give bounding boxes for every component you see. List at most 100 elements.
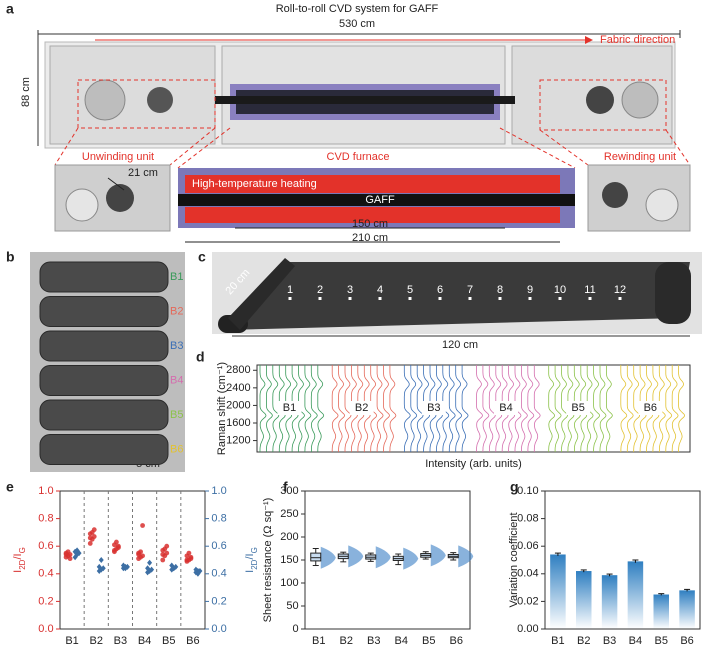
- axis-title-part: G: [250, 547, 259, 553]
- label-backdrop: [349, 401, 374, 415]
- label-backdrop: [638, 401, 663, 415]
- roll: [39, 399, 169, 431]
- axis-title: I2D/IG: [244, 547, 259, 573]
- position-label: 6: [437, 284, 443, 296]
- tick-label: 150: [280, 554, 298, 566]
- panel-a: a Roll-to-roll CVD system for GAFF 530 c…: [6, 1, 691, 244]
- position-label: 4: [377, 284, 383, 296]
- position-label: 8: [497, 284, 503, 296]
- bar: [601, 575, 618, 629]
- axis-title-part: 2D: [250, 559, 259, 569]
- spectrum: [344, 365, 352, 452]
- bar: [679, 590, 695, 629]
- position-marker: [348, 297, 352, 300]
- group-label: B4: [499, 402, 512, 414]
- distribution: [430, 544, 446, 567]
- position-label: 9: [527, 284, 533, 296]
- tick-label: 0.08: [517, 513, 538, 525]
- label-backdrop: [493, 401, 518, 415]
- point: [112, 547, 117, 553]
- tick-label: 0.06: [517, 540, 538, 552]
- axis-title: I2D/IG: [12, 547, 27, 573]
- highlight-box: [539, 79, 667, 131]
- zone-label: 210 cm: [352, 232, 388, 244]
- x-tick-label: B6: [186, 635, 199, 647]
- x-tick-label: B6: [680, 635, 693, 647]
- roller: [65, 188, 99, 222]
- position-marker: [438, 297, 442, 300]
- point: [91, 534, 97, 539]
- spectrum: [633, 365, 641, 452]
- tick-label: 0.6: [211, 540, 226, 552]
- point: [87, 541, 93, 546]
- point: [91, 527, 97, 533]
- x-tick-label: B4: [138, 635, 151, 647]
- heating-label: High-temperature heating: [192, 178, 317, 190]
- position-marker: [468, 297, 472, 300]
- group-label: B2: [355, 402, 368, 414]
- point: [140, 523, 145, 528]
- roll-label: B3: [170, 340, 183, 352]
- tick-label: 0.00: [517, 623, 538, 635]
- spectrum: [259, 365, 267, 452]
- bar: [627, 561, 644, 629]
- fabric-label: GAFF: [365, 194, 395, 206]
- spectrum: [548, 365, 556, 452]
- panel-label: c: [198, 249, 206, 265]
- position-label: 7: [467, 284, 473, 296]
- tick-label: 250: [280, 508, 298, 520]
- point: [195, 570, 201, 577]
- panel-label: a: [6, 1, 14, 17]
- tick-label: 0.4: [211, 568, 226, 580]
- plot-frame: [256, 364, 691, 453]
- x-tick-label: B2: [577, 635, 590, 647]
- group-label: B6: [644, 402, 657, 414]
- axis-title: Raman shift (cm⁻¹): [216, 362, 228, 455]
- point: [87, 535, 93, 541]
- roller: [106, 184, 134, 212]
- spectrum: [376, 365, 384, 452]
- tick-label: 0.10: [517, 485, 538, 497]
- spectrum: [448, 365, 456, 452]
- tick-label: 0.02: [517, 595, 538, 607]
- position-label: 1: [287, 284, 293, 296]
- point: [96, 563, 102, 570]
- fabric-sheet: [225, 262, 690, 330]
- point: [147, 559, 153, 566]
- tick-label: 0.2: [38, 595, 53, 607]
- spectrum: [561, 365, 568, 452]
- panel-title: Roll-to-roll CVD system for GAFF: [276, 3, 439, 15]
- point: [122, 565, 128, 572]
- roll: [39, 261, 169, 293]
- roller: [621, 81, 659, 119]
- spectrum: [266, 365, 273, 452]
- position-label: 10: [554, 284, 566, 296]
- position-label: 2: [317, 284, 323, 296]
- group-label: B1: [283, 402, 296, 414]
- spectrum: [338, 365, 346, 452]
- roller: [147, 87, 173, 113]
- bar: [653, 594, 669, 629]
- roller: [84, 79, 126, 121]
- spectrum: [416, 365, 424, 452]
- x-tick-label: B4: [629, 635, 642, 647]
- tick-label: 1200: [226, 434, 250, 446]
- label-backdrop: [277, 401, 302, 415]
- tick-label: 0.6: [38, 540, 53, 552]
- axis-title-part: G: [18, 547, 27, 553]
- tick-label: 0.2: [211, 595, 226, 607]
- point: [160, 557, 166, 563]
- tick-label: 0.8: [211, 513, 226, 525]
- position-marker: [378, 297, 382, 300]
- direction-label: Fabric direction: [600, 34, 675, 46]
- plot-frame: [544, 490, 701, 630]
- spectrum: [304, 365, 312, 452]
- x-tick-label: B6: [450, 635, 463, 647]
- spectrum: [476, 365, 483, 452]
- spectrum: [461, 365, 469, 452]
- tick-label: 1.0: [38, 485, 53, 497]
- spectrum: [455, 365, 463, 452]
- position-marker: [588, 297, 592, 300]
- x-tick-label: B3: [603, 635, 616, 647]
